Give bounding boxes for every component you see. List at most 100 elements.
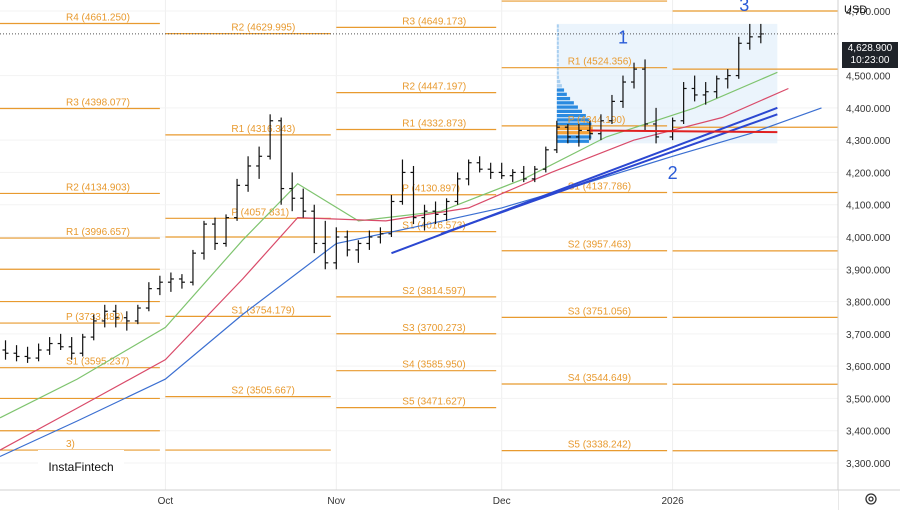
volume-profile-bar <box>556 37 559 41</box>
y-tick-label: 4,200.000 <box>846 168 891 179</box>
pivot-level-label: S3 (3700.273) <box>402 323 465 334</box>
ohlc-bar <box>553 120 560 154</box>
ohlc-bar <box>234 178 241 221</box>
ohlc-bar <box>713 75 720 99</box>
pivot-level-label: S5 (3338.242) <box>568 440 631 451</box>
ohlc-bar <box>564 124 571 144</box>
y-tick-label: 3,800.000 <box>846 298 891 309</box>
moving-average-line <box>0 71 778 419</box>
ohlc-bar <box>443 198 450 221</box>
volume-profile-bar <box>556 28 559 32</box>
volume-profile-bar <box>556 58 559 62</box>
ohlc-bar <box>245 156 252 192</box>
volume-profile-bar <box>556 139 589 143</box>
ohlc-bar <box>289 172 296 212</box>
ohlc-bar <box>344 230 351 257</box>
pivot-level-label: R3 (4649.173) <box>402 16 466 27</box>
ohlc-bar <box>79 333 86 357</box>
ohlc-bar <box>167 272 174 292</box>
ohlc-bar <box>2 340 9 360</box>
ohlc-bar <box>223 214 230 247</box>
ohlc-bar <box>399 159 406 205</box>
pivot-level-label: R2 (4730.763) <box>568 0 632 1</box>
pivot-level-label: P (3733.483) <box>66 312 124 323</box>
ohlc-bar <box>465 159 472 186</box>
ohlc-bar <box>156 275 163 296</box>
volume-profile-bar <box>556 75 560 79</box>
ohlc-bar <box>542 146 549 173</box>
pivot-level-label: P (4344.190) <box>568 115 626 126</box>
x-tick-label: 2026 <box>661 496 684 507</box>
y-tick-label: 4,700.000 <box>846 7 891 18</box>
trendline <box>440 113 778 235</box>
pivot-level-label: R4 (4661.250) <box>66 13 130 24</box>
ohlc-bar <box>366 230 373 250</box>
ohlc-bar <box>212 217 219 250</box>
ohlc-bar <box>145 282 152 312</box>
volume-profile-bar <box>556 105 578 109</box>
ohlc-bar <box>410 165 417 225</box>
ohlc-bar <box>509 169 516 183</box>
volume-profile-bar <box>556 126 593 131</box>
ohlc-bar <box>377 227 384 244</box>
pivot-level-label: R2 (4629.995) <box>231 23 295 34</box>
ohlc-bar <box>653 107 660 144</box>
ohlc-bar <box>90 314 97 341</box>
wave-label: 1 <box>618 27 628 47</box>
ohlc-bar <box>597 114 604 141</box>
pivot-level-label: R2 (4447.197) <box>402 82 466 93</box>
ohlc-bar <box>454 172 461 205</box>
ohlc-bar <box>680 82 687 124</box>
ohlc-bar <box>608 94 615 124</box>
y-tick-label: 3,700.000 <box>846 330 891 341</box>
pivot-level-label: R1 (3996.657) <box>66 227 130 238</box>
y-tick-label: 3,600.000 <box>846 362 891 373</box>
pivot-level-label: S1 (4137.786) <box>568 182 631 193</box>
brand-logo: InstaFintech <box>38 450 124 484</box>
volume-profile-bar <box>556 131 593 135</box>
y-tick-label: 4,000.000 <box>846 233 891 244</box>
volume-profile-bar <box>556 109 583 114</box>
ohlc-bar <box>432 201 439 225</box>
wave-label: 2 <box>668 163 678 183</box>
ohlc-bar <box>735 36 742 79</box>
volume-profile-bar <box>556 84 562 88</box>
wave-label: 3 <box>739 0 749 15</box>
pivot-level-label: S1 (3595.237) <box>66 357 129 368</box>
ohlc-bar <box>300 188 307 218</box>
ohlc-bar <box>498 162 505 179</box>
pivot-level-label: S1 (3754.179) <box>231 305 294 316</box>
y-tick-label: 3,300.000 <box>846 459 891 470</box>
volume-profile-bar <box>556 41 559 45</box>
settings-gear-icon[interactable] <box>864 492 878 506</box>
y-tick-label: 4,500.000 <box>846 72 891 83</box>
ohlc-bar <box>487 162 494 179</box>
volume-profile-bar <box>556 122 592 126</box>
ohlc-bar <box>101 304 108 328</box>
ohlc-bar <box>13 345 20 362</box>
pivot-level-label: S4 (3544.649) <box>568 373 631 384</box>
y-tick-label: 3,500.000 <box>846 394 891 405</box>
ohlc-bar <box>311 204 318 254</box>
y-axis-panel <box>838 0 900 510</box>
pivot-level-label: R2 (4134.903) <box>66 182 130 193</box>
pivot-level-label: P (4130.897) <box>402 184 460 195</box>
ohlc-bar <box>531 165 538 183</box>
pivot-level-label: R1 (4332.873) <box>402 119 466 130</box>
ohlc-bar <box>388 195 395 237</box>
ohlc-bar <box>178 274 185 289</box>
pivot-level-label: S5 (3471.627) <box>402 397 465 408</box>
ohlc-bar <box>631 62 638 89</box>
volume-profile-bar <box>556 67 559 71</box>
currency-label[interactable]: USD <box>844 4 868 16</box>
pivot-level-label: R1 (4524.356) <box>568 57 632 68</box>
volume-profile-bar <box>556 62 559 67</box>
pivot-level-label: R3 (4398.077) <box>66 97 130 108</box>
ohlc-bar <box>267 114 274 160</box>
trendline <box>589 129 778 134</box>
volume-profile-bar <box>556 54 559 58</box>
pivot-level-label: S2 (3505.667) <box>231 386 294 397</box>
volume-profile-bar <box>556 101 574 105</box>
moving-average-line <box>0 87 789 451</box>
